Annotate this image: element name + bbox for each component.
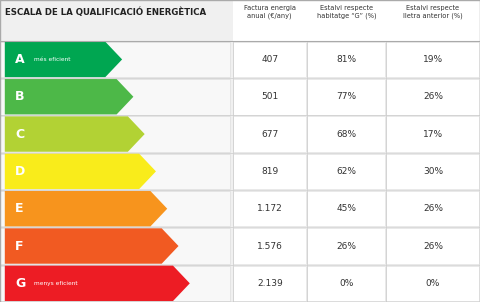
Bar (307, 42, 385, 77)
Bar (233, 0, 480, 302)
Bar (0, 79, 230, 114)
Text: 68%: 68% (336, 130, 357, 139)
Text: 819: 819 (261, 167, 278, 176)
Bar (233, 154, 306, 189)
Bar (233, 228, 306, 264)
Bar (386, 42, 479, 77)
Polygon shape (5, 266, 190, 301)
Bar (307, 154, 385, 189)
Bar (233, 191, 306, 226)
Text: 30%: 30% (423, 167, 443, 176)
Text: 1.172: 1.172 (257, 204, 283, 213)
Bar (233, 79, 306, 114)
Text: 17%: 17% (423, 130, 443, 139)
Polygon shape (5, 116, 144, 152)
Text: C: C (15, 127, 24, 140)
Text: 26%: 26% (423, 204, 443, 213)
Text: 26%: 26% (423, 92, 443, 101)
Bar (386, 228, 479, 264)
Bar (386, 116, 479, 152)
Bar (307, 228, 385, 264)
Bar (0, 265, 230, 301)
Text: 407: 407 (261, 55, 278, 64)
Text: 45%: 45% (336, 204, 357, 213)
Bar (0, 154, 230, 189)
Text: ESCALA DE LA QUALIFICACIÓ ENERGÈTICA: ESCALA DE LA QUALIFICACIÓ ENERGÈTICA (5, 8, 206, 17)
Text: E: E (15, 202, 24, 215)
Text: 1.576: 1.576 (257, 242, 283, 251)
Text: 2.139: 2.139 (257, 279, 283, 288)
Bar (307, 191, 385, 226)
Polygon shape (5, 79, 133, 114)
Text: F: F (15, 239, 24, 252)
Text: 26%: 26% (336, 242, 357, 251)
Polygon shape (5, 228, 179, 264)
Bar (0, 42, 230, 77)
Text: D: D (15, 165, 25, 178)
Bar (386, 154, 479, 189)
Text: 81%: 81% (336, 55, 357, 64)
Bar (233, 265, 306, 301)
Bar (307, 116, 385, 152)
Text: B: B (15, 90, 25, 103)
Text: 0%: 0% (426, 279, 440, 288)
Bar (0, 116, 230, 152)
Bar (386, 191, 479, 226)
Text: A: A (15, 53, 25, 66)
Polygon shape (5, 42, 122, 77)
Text: G: G (15, 277, 25, 290)
Text: 62%: 62% (336, 167, 357, 176)
Polygon shape (5, 154, 156, 189)
Text: menys eficient: menys eficient (34, 281, 77, 286)
Text: 501: 501 (261, 92, 278, 101)
Bar (307, 265, 385, 301)
Text: 677: 677 (261, 130, 278, 139)
Text: més eficient: més eficient (34, 57, 70, 62)
Text: 26%: 26% (423, 242, 443, 251)
Text: 0%: 0% (339, 279, 354, 288)
Bar (233, 116, 306, 152)
Text: 77%: 77% (336, 92, 357, 101)
Polygon shape (5, 191, 167, 226)
Bar (386, 265, 479, 301)
Text: 19%: 19% (423, 55, 443, 64)
Bar (0, 191, 230, 226)
Bar (386, 79, 479, 114)
Bar (233, 42, 306, 77)
Text: Estalvi respecte
lletra anterior (%): Estalvi respecte lletra anterior (%) (403, 5, 463, 18)
Text: Estalvi respecte
habitatge “G” (%): Estalvi respecte habitatge “G” (%) (317, 5, 376, 18)
Text: Factura energia
anual (€/any): Factura energia anual (€/any) (244, 5, 296, 18)
Bar (307, 79, 385, 114)
Bar (0, 228, 230, 264)
